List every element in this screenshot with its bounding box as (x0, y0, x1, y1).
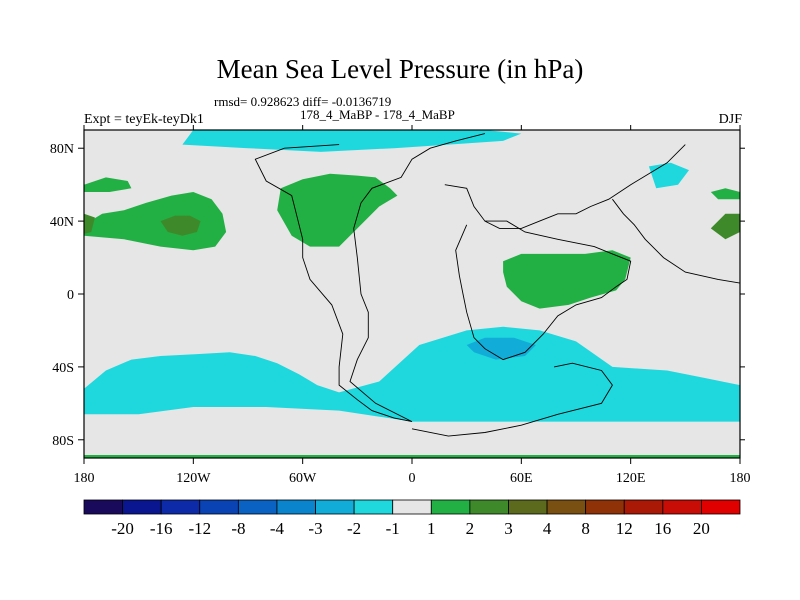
colorbar-swatch-13 (585, 499, 625, 515)
colorbar-label-4: -4 (270, 519, 285, 538)
colorbar-label-2: -12 (188, 519, 211, 538)
colorbar-swatch-3 (199, 499, 239, 515)
y-tick-label-2: 0 (67, 288, 74, 303)
chart-title: Mean Sea Level Pressure (in hPa) (216, 54, 584, 84)
coastline-3 (411, 362, 613, 437)
colorbar-label-14: 16 (654, 519, 671, 538)
anomaly-region-7 (710, 213, 740, 240)
anomaly-region-2 (84, 177, 132, 192)
anomaly-region-4 (277, 173, 398, 247)
colorbar-label-1: -16 (150, 519, 173, 538)
colorbar-label-5: -3 (308, 519, 322, 538)
colorbar-swatch-16 (701, 499, 741, 515)
colorbar-swatch-7 (353, 499, 394, 515)
x-tick-label-0: 180 (74, 471, 95, 486)
y-tick-label-3: 40S (52, 361, 74, 376)
colorbar-swatch-9 (430, 499, 471, 515)
colorbar-swatch-11 (508, 499, 548, 515)
colorbar-label-7: -1 (386, 519, 400, 538)
experiment-label: Expt = teyEk-teyDk1 (84, 112, 204, 127)
y-tick-label-1: 40N (50, 215, 74, 230)
anomaly-region-0 (84, 192, 227, 251)
colorbar-label-3: -8 (231, 519, 245, 538)
colorbar-swatch-5 (276, 499, 316, 515)
colorbar-swatch-4 (237, 499, 278, 515)
colorbar: -20 -16 -12 -8 -4 -3 -2 -1 1 2 3 4 8 12 16 20 (83, 499, 741, 538)
anomaly-region-6 (710, 188, 740, 200)
colorbar-swatch-1 (122, 499, 162, 515)
colorbar-label-9: 2 (466, 519, 475, 538)
colorbar-swatch-15 (662, 499, 702, 515)
south-edge-strip (84, 455, 740, 458)
coastline-1 (444, 184, 632, 361)
colorbar-label-10: 3 (504, 519, 513, 538)
axes: 180 120W 60W 0 60E 120E 180 80N 40N 0 40S 80S (50, 125, 751, 486)
anomaly-region-3 (84, 213, 95, 234)
coastline-4 (612, 198, 740, 284)
colorbar-label-13: 12 (616, 519, 633, 538)
coastline-2 (484, 144, 686, 229)
anomaly-region-5 (503, 250, 631, 309)
anomaly-regions (84, 130, 740, 458)
x-tick-label-3: 0 (409, 471, 416, 486)
anomaly-region-1 (160, 215, 201, 236)
season-label: DJF (718, 112, 742, 127)
colorbar-label-8: 1 (427, 519, 436, 538)
colorbar-swatch-10 (469, 499, 509, 515)
colorbar-swatch-14 (623, 499, 664, 515)
x-tick-label-1: 120W (176, 471, 211, 486)
anomaly-region-10 (182, 130, 522, 152)
colorbar-swatch-2 (160, 499, 201, 515)
colorbar-swatch-0 (83, 499, 123, 515)
colorbar-label-12: 8 (581, 519, 590, 538)
colorbar-swatch-12 (546, 499, 587, 515)
comparison-label: 178_4_MaBP - 178_4_MaBP (300, 107, 455, 122)
anomaly-region-11 (648, 162, 689, 189)
colorbar-label-15: 20 (693, 519, 710, 538)
y-tick-label-4: 80S (52, 434, 74, 449)
colorbar-swatch-6 (315, 499, 355, 515)
colorbar-swatch-8 (392, 499, 432, 515)
x-tick-label-4: 60E (510, 471, 533, 486)
anomaly-region-8 (84, 326, 740, 422)
coastlines (254, 133, 740, 437)
x-tick-label-5: 120E (616, 471, 646, 486)
coastline-0 (254, 133, 486, 423)
x-tick-label-2: 60W (289, 471, 317, 486)
colorbar-label-11: 4 (543, 519, 552, 538)
x-tick-label-6: 180 (730, 471, 751, 486)
stats-label: rmsd= 0.928623 diff= -0.0136719 (214, 94, 392, 109)
colorbar-label-6: -2 (347, 519, 361, 538)
colorbar-label-0: -20 (111, 519, 134, 538)
y-tick-label-0: 80N (50, 142, 74, 157)
